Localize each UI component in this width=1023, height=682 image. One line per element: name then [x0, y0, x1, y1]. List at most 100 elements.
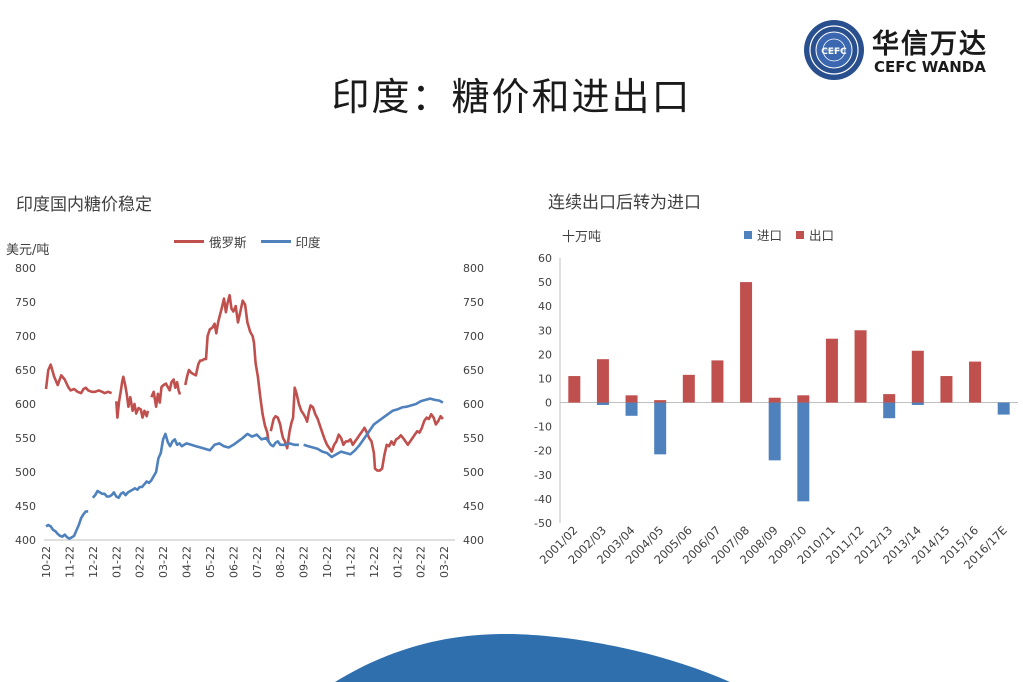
y-tick-right-label: 450: [463, 500, 484, 513]
bar-export: [711, 360, 724, 403]
legend-label-import: 进口: [757, 228, 783, 243]
y-tick-right-label: 800: [463, 262, 484, 275]
bar-import: [997, 402, 1010, 415]
y-tick-left-label: 400: [15, 534, 36, 547]
brand-name-cn: 华信万达: [872, 29, 988, 60]
y-tick-right-label: 700: [463, 330, 484, 343]
line-chart-legend: 俄罗斯 印度: [174, 232, 321, 251]
x-tick-label: 09-22: [298, 546, 311, 578]
x-tick-label: 05-22: [204, 546, 217, 578]
slide-title: 印度：糖价和进出口: [331, 75, 692, 119]
bar-import: [596, 402, 609, 405]
legend-swatch-export: [796, 230, 805, 239]
bar-export: [969, 361, 982, 403]
line-chart-unit: 美元/吨: [6, 243, 50, 258]
series-line-india: [303, 397, 444, 459]
x-tick-label: 02-22: [415, 546, 428, 578]
y-tick-label: -40: [534, 493, 552, 506]
company-logo: CEFC 华信万达 CEFC WANDA: [802, 18, 1002, 82]
y-tick-right-label: 400: [463, 534, 484, 547]
x-tick-label: 11-22: [63, 546, 76, 578]
bar-export: [654, 400, 667, 403]
y-tick-label: -10: [534, 421, 552, 434]
bar-chart-unit: 十万吨: [562, 230, 602, 245]
bar-export: [883, 394, 896, 403]
y-tick-right-label: 500: [463, 466, 484, 479]
legend-swatch-india: [260, 240, 291, 243]
y-tick-right-label: 550: [463, 432, 484, 445]
bar-chart: -50-40-30-20-1001020304050602001/022002/…: [534, 252, 1018, 572]
x-tick-label: 06-22: [227, 546, 240, 578]
x-tick-label: 02-22: [134, 546, 147, 578]
bar-export: [825, 338, 838, 403]
x-tick-label: 10-22: [40, 546, 53, 578]
legend-item-import: 进口: [744, 225, 782, 244]
bar-export: [625, 395, 638, 403]
bar-import: [625, 402, 638, 416]
bar-export: [682, 374, 695, 403]
logo-badge-text: CEFC: [821, 47, 847, 57]
bar-import: [797, 402, 810, 502]
bar-export: [568, 376, 581, 403]
y-tick-left-label: 550: [15, 432, 36, 445]
series-line-russia: [269, 386, 444, 472]
x-tick-label: 03-22: [157, 546, 170, 578]
y-tick-left-label: 700: [15, 330, 36, 343]
y-tick-label: -50: [534, 517, 552, 530]
y-tick-label: -20: [534, 445, 552, 458]
series-line-russia: [150, 378, 182, 408]
x-tick-label: 10-22: [321, 546, 334, 578]
bar-import: [883, 402, 896, 419]
x-tick-label: 11-22: [344, 546, 357, 578]
x-tick-label: 07-22: [251, 546, 264, 578]
bar-import: [911, 402, 924, 405]
legend-item-india: 印度: [260, 232, 321, 251]
y-tick-right-label: 600: [463, 398, 484, 411]
legend-label-india: 印度: [295, 235, 321, 250]
bar-export: [911, 350, 924, 403]
x-tick-label: 08-22: [274, 546, 287, 578]
bar-export: [596, 359, 609, 403]
y-tick-label: 40: [538, 300, 552, 313]
decorative-wave: [335, 634, 730, 682]
series-line-india: [91, 432, 299, 500]
series-line-russia: [44, 363, 113, 395]
y-tick-label: 0: [545, 397, 552, 410]
legend-swatch-import: [744, 230, 752, 239]
x-tick-label: 12-22: [87, 546, 100, 578]
y-tick-left-label: 450: [15, 500, 36, 513]
x-tick-label: 04-22: [181, 546, 194, 578]
bar-export: [768, 397, 781, 403]
line-chart: 400 400 450 450 500 500 550 550 600 600 650 650 700 7…: [15, 262, 484, 578]
legend-item-russia: 俄罗斯: [174, 232, 247, 251]
legend-item-export: 出口: [796, 225, 834, 244]
bar-export: [740, 282, 753, 403]
bar-export: [797, 395, 810, 403]
y-tick-left-label: 650: [15, 364, 36, 377]
bar-chart-legend: 进口 出口: [744, 225, 834, 244]
series-line-russia: [115, 375, 150, 419]
y-tick-label: -30: [534, 469, 552, 482]
bar-import: [768, 402, 781, 461]
y-tick-label: 50: [538, 276, 552, 289]
bar-chart-title: 连续出口后转为进口: [548, 193, 701, 213]
x-tick-label: 03-22: [438, 546, 451, 578]
y-tick-left-label: 500: [15, 466, 36, 479]
legend-label-russia: 俄罗斯: [209, 235, 247, 250]
bar-import: [654, 402, 667, 455]
cefc-emblem-icon: CEFC: [804, 20, 864, 80]
legend-swatch-russia: [174, 240, 204, 243]
x-tick-label: 12-22: [368, 546, 381, 578]
line-chart-title: 印度国内糖价稳定: [16, 195, 152, 215]
series-line-india: [45, 510, 89, 540]
y-tick-right-label: 750: [463, 296, 484, 309]
y-tick-left-label: 600: [15, 398, 36, 411]
bar-export: [940, 376, 953, 403]
y-tick-right-label: 650: [463, 364, 484, 377]
brand-name-en: CEFC WANDA: [874, 58, 986, 76]
series-line-russia: [184, 293, 270, 442]
x-tick-label: 01-22: [110, 546, 123, 578]
y-tick-left-label: 750: [15, 296, 36, 309]
y-tick-label: 60: [538, 252, 552, 265]
bar-export: [854, 330, 867, 403]
